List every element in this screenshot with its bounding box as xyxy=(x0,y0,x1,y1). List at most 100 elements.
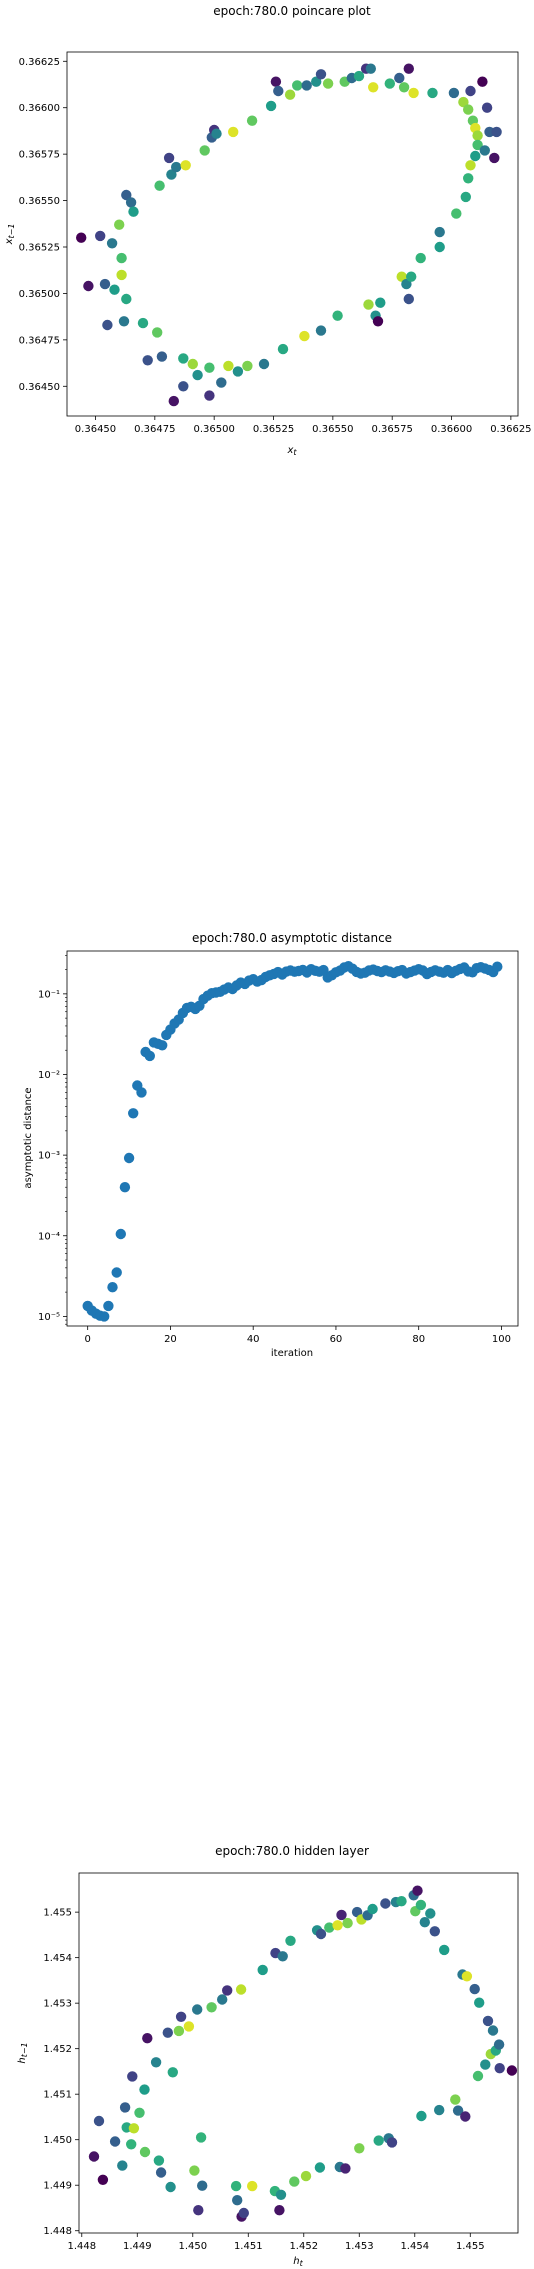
scatter-point xyxy=(257,1964,268,1976)
y-tick-label: 1.448 xyxy=(43,2226,72,2237)
scatter-point xyxy=(419,1917,430,1928)
scatter-point xyxy=(173,2025,185,2037)
scatter-point xyxy=(315,69,327,80)
scatter-point xyxy=(396,1896,407,1907)
scatter-point xyxy=(375,297,386,308)
scatter-point xyxy=(439,1944,450,1956)
scatter-point xyxy=(265,100,277,112)
scatter-point xyxy=(463,104,474,115)
x-tick-label: 1.450 xyxy=(178,2241,207,2252)
scatter-point xyxy=(367,1903,378,1915)
scatter-point xyxy=(99,278,111,290)
scatter-point xyxy=(289,2176,300,2187)
scatter-point xyxy=(353,70,365,82)
scatter-point xyxy=(204,362,215,373)
scatter-point xyxy=(285,1935,296,1947)
scatter-point xyxy=(481,102,493,113)
scatter-point xyxy=(171,161,182,173)
scatter-point xyxy=(429,1926,440,1937)
scatter-point xyxy=(128,206,139,217)
scatter-point xyxy=(155,2167,167,2178)
scatter-point xyxy=(119,2102,131,2113)
scatter-point xyxy=(216,377,227,388)
x-tick-label: 0.36625 xyxy=(490,424,531,435)
y-tick-label: 0.36450 xyxy=(19,382,60,393)
y-tick-label: 1.452 xyxy=(43,2044,72,2055)
scatter-point xyxy=(396,271,407,282)
scatter-point xyxy=(506,2065,518,2076)
scatter-point xyxy=(494,2063,505,2074)
asymptotic-distance-ylabel: asymptotic distance xyxy=(23,1087,34,1188)
scatter-point xyxy=(142,2033,153,2044)
scatter-point xyxy=(472,2070,484,2082)
x-tick-label: 1.449 xyxy=(123,2241,152,2252)
scatter-point xyxy=(300,2170,312,2182)
scatter-point xyxy=(222,1985,233,1996)
scatter-point xyxy=(332,310,343,321)
x-tick-label: 0 xyxy=(85,1334,91,1345)
scatter-point xyxy=(103,1300,114,1312)
scatter-point xyxy=(163,152,175,164)
scatter-point xyxy=(83,280,94,292)
scatter-point xyxy=(187,358,198,370)
scatter-point xyxy=(472,130,483,141)
scatter-point xyxy=(434,2104,445,2116)
hidden-layer-x-ticks: 1.448 1.449 1.450 1.451 1.452 1.453 1.454 1.455 xyxy=(67,2233,485,2252)
x-tick-label: 0.36550 xyxy=(312,424,353,435)
scatter-point xyxy=(206,2002,217,2013)
scatter-point xyxy=(450,2094,461,2105)
scatter-point xyxy=(99,1311,110,1322)
scatter-point xyxy=(340,2163,351,2174)
asymptotic-distance-panel: epoch:780.0 asymptotic distance 0 20 40 60 8… xyxy=(23,931,519,1359)
y-tick-label: 1.454 xyxy=(43,1953,72,1964)
scatter-point xyxy=(109,284,120,295)
hidden-layer-y-ticks: 1.448 1.449 1.450 1.451 1.452 1.453 1.454 1.455 xyxy=(43,1908,79,2237)
scatter-point xyxy=(384,78,395,89)
scatter-point xyxy=(415,1899,427,1911)
scatter-point xyxy=(434,241,445,253)
scatter-point xyxy=(284,89,296,100)
scatter-point xyxy=(247,2180,258,2192)
poincare-plot-axes-frame xyxy=(66,51,519,417)
scatter-point xyxy=(156,351,168,362)
scatter-point xyxy=(332,1920,343,1931)
y-tick-label: 0.36525 xyxy=(19,243,60,254)
x-tick-label: 0.36600 xyxy=(431,424,472,435)
scatter-point xyxy=(460,191,471,203)
scatter-point xyxy=(368,82,379,93)
scatter-point xyxy=(238,2207,249,2219)
y-tick-label: 10⁻³ xyxy=(38,1151,60,1162)
scatter-point xyxy=(492,961,503,972)
scatter-point xyxy=(178,381,189,392)
scatter-point xyxy=(134,2107,145,2118)
poincare-plot-ylabel: xt−1 xyxy=(4,224,16,246)
scatter-point xyxy=(403,63,414,74)
scatter-point xyxy=(394,72,405,84)
y-tick-label: 0.36500 xyxy=(19,289,60,300)
scatter-point xyxy=(398,82,410,93)
x-tick-label: 20 xyxy=(164,1334,177,1345)
y-tick-label: 10⁻¹ xyxy=(38,989,60,1000)
scatter-point xyxy=(242,360,253,372)
scatter-point xyxy=(412,1885,423,1896)
scatter-point xyxy=(487,2025,499,2036)
scatter-point xyxy=(314,2162,326,2173)
y-tick-label: 10⁻⁵ xyxy=(38,1312,60,1323)
scatter-point xyxy=(228,126,239,138)
scatter-point xyxy=(277,343,289,355)
y-tick-label: 1.451 xyxy=(43,2090,72,2101)
scatter-point xyxy=(489,152,500,164)
poincare-plot-xlabel: xt xyxy=(286,445,297,457)
asymptotic-distance-xlabel: iteration xyxy=(271,1348,313,1359)
x-tick-label: 1.455 xyxy=(456,2241,485,2252)
scatter-point xyxy=(142,355,153,366)
scatter-point xyxy=(363,299,374,310)
hidden-layer-panel: epoch:780.0 hidden layer 1.448 1.449 1.450… xyxy=(17,1844,519,2268)
scatter-point xyxy=(118,316,130,327)
scatter-point xyxy=(199,145,210,156)
scatter-point xyxy=(109,2136,121,2147)
scatter-point xyxy=(372,316,384,327)
scatter-point xyxy=(493,2039,505,2050)
y-tick-label: 10⁻² xyxy=(38,1070,60,1081)
scatter-point xyxy=(232,2195,243,2206)
